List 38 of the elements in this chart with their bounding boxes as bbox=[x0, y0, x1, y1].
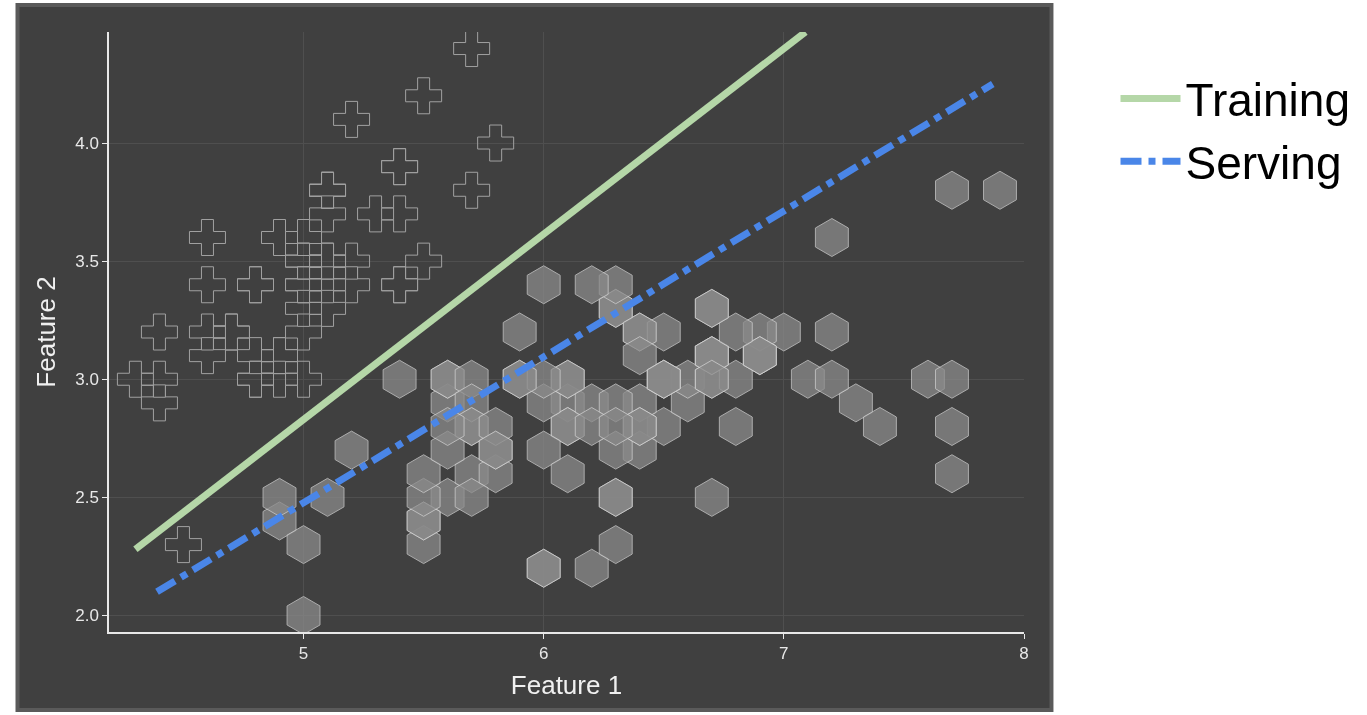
x-tick-label: 8 bbox=[1019, 644, 1029, 664]
point bbox=[309, 195, 347, 233]
x-tick-label: 6 bbox=[538, 644, 549, 664]
point bbox=[453, 32, 491, 68]
legend-label: Serving bbox=[1185, 137, 1342, 190]
point bbox=[333, 100, 371, 138]
point bbox=[285, 360, 323, 398]
point bbox=[261, 360, 299, 398]
point bbox=[381, 195, 419, 233]
point bbox=[405, 77, 443, 115]
point bbox=[405, 242, 443, 280]
point bbox=[333, 242, 371, 280]
x-axis-title: Feature 1 bbox=[510, 670, 623, 701]
point bbox=[188, 337, 226, 375]
y-tick-label: 3.0 bbox=[75, 370, 99, 390]
x-tick-label: 7 bbox=[779, 644, 789, 664]
point bbox=[188, 313, 226, 351]
point bbox=[188, 266, 226, 304]
x-tick-label: 5 bbox=[298, 644, 309, 664]
point bbox=[285, 289, 323, 327]
point bbox=[164, 526, 202, 564]
point bbox=[357, 195, 395, 233]
point bbox=[116, 360, 154, 398]
point bbox=[140, 360, 178, 398]
y-tick-label: 3.5 bbox=[75, 252, 99, 272]
legend-label: Training bbox=[1185, 74, 1350, 127]
point bbox=[309, 289, 347, 327]
y-axis-title: Feature 2 bbox=[31, 276, 62, 388]
point bbox=[237, 337, 274, 375]
point bbox=[333, 266, 371, 304]
point bbox=[140, 313, 178, 351]
point bbox=[285, 313, 323, 351]
point bbox=[453, 171, 491, 209]
y-tick-label: 4.0 bbox=[75, 133, 99, 153]
point bbox=[477, 124, 515, 162]
y-tick-label: 2.0 bbox=[75, 606, 99, 626]
point bbox=[140, 384, 178, 422]
y-tick-label: 2.5 bbox=[75, 488, 99, 508]
